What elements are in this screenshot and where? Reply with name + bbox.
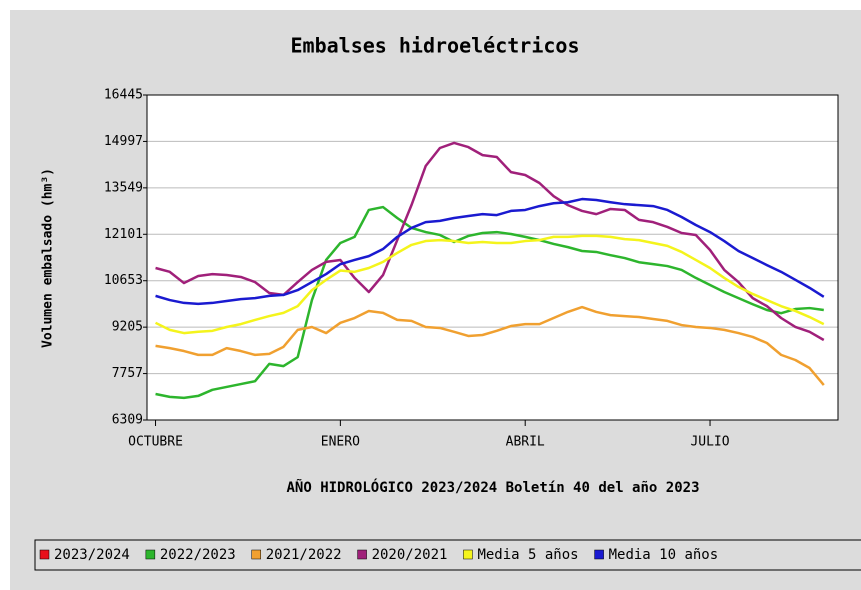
- y-tick-label: 12101: [104, 227, 143, 242]
- x-tick-label: ENERO: [321, 435, 360, 450]
- x-tick-label: ABRIL: [506, 435, 545, 450]
- legend-swatch: [594, 549, 604, 560]
- legend-label: Media 10 años: [609, 547, 719, 563]
- chart-title: Embalses hidroeléctricos: [291, 34, 580, 58]
- legend-label: 2020/2021: [372, 547, 448, 563]
- legend-label: 2021/2022: [266, 547, 342, 563]
- plot-area: [147, 95, 838, 420]
- legend-label: 2023/2024: [54, 547, 130, 563]
- y-tick-label: 16445: [104, 88, 143, 103]
- series-line: [155, 141, 825, 342]
- legend-swatch: [251, 549, 261, 560]
- series-line: [155, 197, 825, 306]
- legend-swatch: [39, 549, 50, 560]
- series-line: [155, 205, 824, 400]
- y-tick-label: 7757: [112, 366, 143, 381]
- legend-swatch: [145, 549, 156, 560]
- x-axis-label: AÑO HIDROLÓGICO 2023/2024 Boletín 40 del…: [286, 478, 699, 496]
- y-tick-label: 13549: [104, 180, 143, 195]
- legend-swatch: [357, 549, 367, 560]
- y-tick-label: 6309: [112, 413, 143, 428]
- legend-label: 2022/2023: [160, 547, 236, 563]
- x-tick-label: OCTUBRE: [128, 435, 183, 450]
- y-tick-label: 9205: [112, 320, 143, 335]
- legend-swatch: [463, 549, 473, 560]
- series-line: [154, 234, 825, 335]
- plot-frame: [146, 94, 839, 421]
- legend-box: [34, 539, 861, 571]
- legend-label: Media 5 años: [477, 547, 578, 563]
- y-tick-label: 14997: [104, 134, 143, 149]
- series-line: [155, 305, 825, 386]
- y-tick-label: 10653: [104, 273, 143, 288]
- x-tick-label: JULIO: [690, 435, 729, 450]
- y-axis-label: Volumen embalsado (hm³): [41, 168, 56, 348]
